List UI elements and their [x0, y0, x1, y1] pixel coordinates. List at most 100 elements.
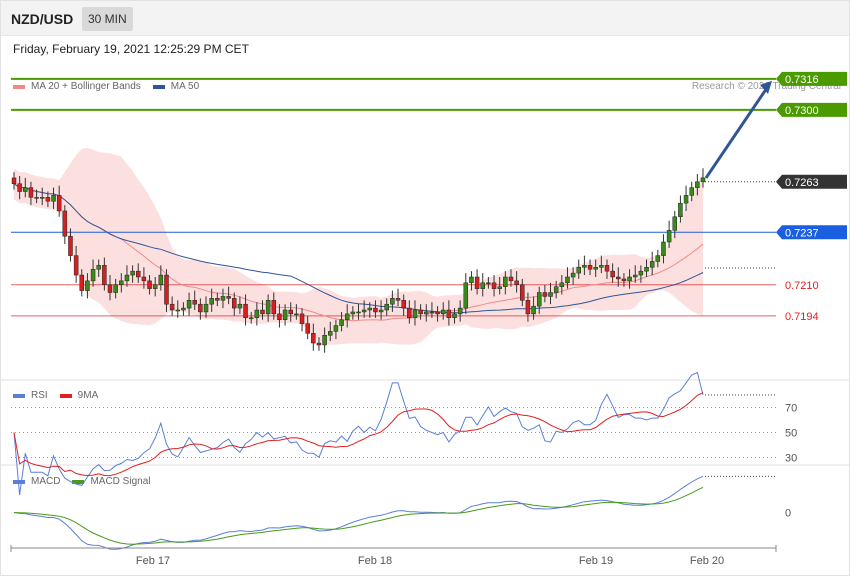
rsi-line [13, 371, 704, 496]
rsi-level-label: 50 [785, 428, 797, 440]
candle-body [395, 298, 401, 301]
rsi-legend: RSI 9MA [13, 390, 110, 401]
candle-body [322, 335, 327, 346]
candle-body [695, 181, 700, 188]
legend-label-rsi: RSI [31, 390, 48, 401]
level-label: 0.7263 [785, 177, 819, 189]
candle-body [497, 286, 502, 289]
candle-body [531, 305, 536, 315]
level-label: 0.7194 [785, 311, 819, 323]
candle-body [616, 276, 621, 280]
candle-body [384, 303, 389, 311]
candle-body [28, 187, 34, 198]
candle-body [435, 311, 440, 315]
candle-body [186, 300, 192, 309]
candle-body [192, 300, 197, 305]
legend-item-macd-signal: MACD Signal [72, 476, 150, 487]
candle-body [96, 265, 101, 270]
candle-body [655, 255, 661, 262]
candle-body [672, 216, 678, 231]
x-tick-label: Feb 19 [579, 555, 613, 567]
candle-body [311, 333, 316, 344]
candle-body [390, 298, 395, 305]
candle-body [294, 313, 299, 316]
level-label: 0.7237 [785, 227, 819, 239]
candle-body [164, 274, 169, 305]
candle-body [570, 272, 576, 278]
candle-body [666, 230, 672, 243]
candle-body [576, 267, 582, 274]
candle-body [102, 265, 107, 286]
candle-body [147, 280, 152, 289]
candle-body [514, 280, 519, 286]
candle-body [130, 270, 135, 276]
legend-label-9ma: 9MA [77, 390, 99, 401]
candle-body [17, 183, 22, 192]
candle-body [277, 313, 282, 320]
candle-body [23, 187, 28, 192]
candle-body [367, 307, 373, 311]
candle-body [525, 300, 531, 315]
candle-body [203, 303, 209, 313]
candle-body [11, 177, 17, 184]
candle-body [373, 307, 378, 313]
candle-body [407, 307, 412, 319]
candle-body [85, 280, 90, 291]
level-tag [776, 225, 847, 240]
ma20-swatch [13, 84, 25, 89]
macd-zero-label: 0 [785, 508, 791, 520]
candle-body [638, 270, 644, 276]
level-label: 0.7210 [785, 280, 819, 292]
candle-body [610, 270, 615, 278]
candle-body [599, 265, 604, 268]
candle-body [412, 309, 418, 319]
candle-body [627, 276, 632, 282]
candle-body [135, 270, 141, 278]
candle-body [198, 303, 203, 313]
level-tag [776, 102, 847, 117]
candle-body [175, 309, 181, 312]
candle-body [237, 303, 243, 309]
legend-item-ma20: MA 20 + Bollinger Bands [13, 81, 141, 92]
candle-body [305, 323, 310, 334]
candle-body [215, 298, 220, 301]
candle-body [491, 282, 497, 289]
candle-body [282, 309, 288, 320]
candle-body [68, 235, 73, 256]
candle-body [209, 298, 214, 305]
candle-body [344, 313, 350, 320]
candle-body [553, 286, 559, 293]
candle-body [644, 267, 649, 272]
legend-item-9ma: 9MA [59, 390, 99, 401]
candle-body [73, 255, 79, 276]
candle-body [548, 292, 553, 297]
candle-body [621, 278, 627, 282]
x-tick-label: Feb 17 [136, 555, 170, 567]
candle-body [158, 274, 164, 286]
macd-swatch [13, 479, 25, 484]
candle-body [220, 296, 226, 301]
candle-body [141, 276, 147, 282]
candle-body [480, 282, 485, 289]
candle-body [440, 309, 446, 315]
forecast-arrowhead [760, 80, 772, 94]
candle-body [124, 274, 130, 282]
candle-body [288, 309, 293, 315]
candle-body [361, 309, 367, 313]
candle-body [582, 265, 587, 268]
rsi-level-label: 30 [785, 453, 797, 465]
candle-body [356, 311, 361, 314]
candle-body [508, 276, 514, 282]
candle-body [62, 210, 68, 237]
macd-legend: MACD MACD Signal [13, 476, 162, 487]
candle-body [265, 300, 271, 315]
x-tick-label: Feb 18 [358, 555, 392, 567]
candle-body [34, 197, 39, 199]
candle-body [661, 241, 666, 256]
candle-body [316, 342, 322, 346]
timeframe-button[interactable]: 30 MIN [82, 7, 133, 31]
candle-body [457, 307, 463, 315]
candle-body [248, 317, 254, 320]
candle-body [678, 202, 683, 218]
